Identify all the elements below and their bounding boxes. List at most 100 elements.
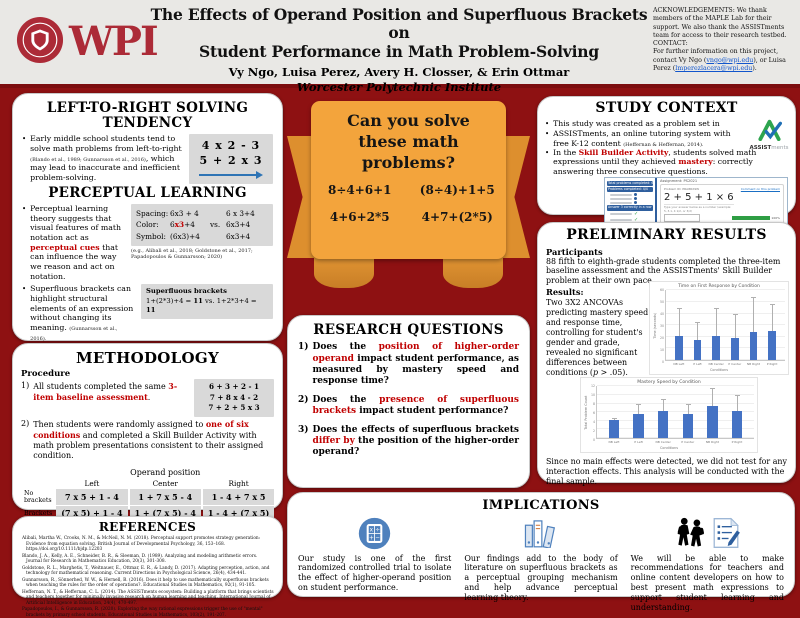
- bar-group: NB Center: [708, 290, 724, 366]
- ribbon-question: Can you solve these math problems?: [347, 111, 470, 172]
- books-icon: [524, 520, 556, 549]
- error-bar: [710, 387, 716, 406]
- answer-hint: Type your answer below as a number (exam…: [664, 204, 734, 213]
- email-link-vngo[interactable]: vngo@wpi.edu: [706, 56, 754, 64]
- gridline: [666, 300, 785, 302]
- col-header-left: Left: [84, 479, 100, 489]
- y-tick-label: 0: [661, 360, 664, 364]
- document-pencil-icon: [713, 517, 740, 548]
- check-icon: ✓: [634, 216, 639, 223]
- bar: [707, 405, 718, 438]
- results-note: Since no main effects were detected, we …: [546, 457, 787, 486]
- procedure-label: Procedure: [21, 368, 71, 379]
- section-implications: IMPLICATIONS x ÷ + − Our study is one of…: [287, 492, 795, 612]
- error-bar: [769, 304, 775, 331]
- students-icon: [677, 517, 704, 547]
- category-label: P Center: [728, 362, 742, 366]
- bar-group: P Center: [728, 290, 741, 366]
- progress-dot-icon: [634, 201, 637, 205]
- participants-text: 88 fifth to eighth-grade students comple…: [546, 256, 781, 286]
- progress-bar: [732, 216, 771, 221]
- bar: [658, 410, 669, 438]
- implication-column-3: We will be able to make recommendations …: [631, 515, 784, 613]
- error-bar: [695, 321, 701, 341]
- error-bar: [636, 403, 642, 415]
- reference-item: Papadopoulos, I., & Gunnarsson, R. (2020…: [22, 607, 263, 618]
- y-tick-label: 50: [659, 300, 664, 305]
- gridline: [666, 359, 785, 360]
- procedure-step-2: 2) Then students were randomly assigned …: [21, 419, 264, 461]
- category-label: NB Center: [655, 440, 671, 444]
- screenshot-sidebar: Total problems completed: 6 Problems com…: [605, 178, 657, 243]
- chart-title: Time on First Response by Condition: [678, 284, 760, 289]
- email-link-lperez[interactable]: lmperezlacera@wpi.edu: [675, 65, 753, 73]
- bar: [749, 332, 758, 360]
- category-label: P Right: [731, 440, 743, 444]
- bar-group: NB Left: [673, 290, 684, 366]
- progress-banner: Total problems completed: 6: [607, 181, 653, 187]
- category-label: P Right: [766, 362, 778, 366]
- progress-percent: 100%: [771, 216, 780, 221]
- y-tick-label: 60: [659, 288, 664, 293]
- comment-link[interactable]: Comment on this problem: [740, 187, 780, 192]
- poster-title: The Effects of Operand Position and Supe…: [150, 5, 648, 61]
- bar: [712, 335, 721, 360]
- bar: [768, 330, 776, 360]
- section-research-questions: RESEARCH QUESTIONS 1) Does the position …: [287, 315, 530, 488]
- bar-group: P Left: [693, 290, 703, 366]
- wpi-seal-icon: [16, 16, 64, 68]
- error-bar: [676, 307, 682, 336]
- error-bar: [751, 297, 757, 333]
- bar-group: NB Center: [656, 386, 671, 444]
- context-bullet-3: • In the Skill Builder Activity, student…: [545, 147, 757, 176]
- bullet-icon: •: [545, 119, 550, 128]
- table-title: Operand position: [130, 468, 201, 478]
- bar: [693, 340, 702, 360]
- bar-group: P Right: [767, 290, 777, 366]
- implication-column-1: x ÷ + − Our study is one of the first ra…: [298, 515, 451, 613]
- section-title-tendency: LEFT-TO-RIGHT SOLVING TENDENCY: [46, 100, 249, 132]
- bar: [731, 411, 743, 438]
- procedure-step-1: 1) All students completed the same 3-ite…: [21, 380, 178, 402]
- gridline: [597, 402, 754, 404]
- problem-label-skeleton: [610, 193, 632, 197]
- section-title-study-context: STUDY CONTEXT: [595, 100, 738, 116]
- chart-title: Mastery Speed by Condition: [637, 380, 701, 385]
- section-preliminary-results: PRELIMINARY RESULTS Participants 88 fift…: [537, 222, 796, 486]
- error-bar: [732, 313, 738, 338]
- chart-y-axis: 0 10 20 30 40 50 60: [657, 288, 665, 364]
- y-tick-label: 30: [659, 324, 664, 329]
- y-tick-label: 0: [592, 438, 595, 442]
- bar-group: P Center: [681, 386, 694, 444]
- gridline: [666, 347, 785, 349]
- error-bar: [734, 394, 740, 412]
- reference-item: Gunnarsson, R., Sönnerhed, W. W., & Hern…: [22, 577, 269, 589]
- assistments-logo: ASSISTments: [749, 119, 789, 151]
- ribbon-banner: Can you solve these math problems? 8÷4+6…: [287, 96, 530, 310]
- problem-label-skeleton: [610, 212, 632, 216]
- progress-dot-icon: [634, 197, 637, 201]
- research-question-1: 1) Does the position of higher-order ope…: [298, 342, 519, 387]
- chart-mastery-speed: Mastery Speed by Condition Total Problem…: [580, 377, 758, 453]
- results-text: Results: Two 3X2 ANCOVAs predicting mast…: [546, 287, 649, 378]
- poster-institution: Worcester Polytechnic Institute: [296, 79, 502, 94]
- calculator-icon: x ÷ + −: [358, 517, 391, 549]
- category-label: NB Left: [608, 440, 620, 444]
- answer-input[interactable]: [664, 214, 700, 223]
- bar-group: P Right: [731, 386, 744, 444]
- section-title-implications: IMPLICATIONS: [482, 498, 600, 513]
- col-header-right: Right: [228, 479, 249, 489]
- progress-banner: Problems completed: 4/4: [607, 187, 653, 193]
- category-label: P Left: [634, 440, 643, 444]
- chart-plot-area: NB Left P Left NB Center P Center NB Right P …: [665, 289, 785, 366]
- context-bullet-2: • ASSISTments, an online tutoring system…: [545, 129, 731, 148]
- category-label: NB Left: [673, 362, 685, 366]
- ribbon-curl-right: [443, 254, 503, 288]
- bar-group: NB Right: [747, 290, 760, 366]
- bullet-icon: •: [22, 205, 27, 214]
- chart-y-axis: 0 2 4 6 8 10 12: [588, 384, 596, 442]
- section-title-preliminary-results: PRELIMINARY RESULTS: [566, 227, 767, 243]
- bullet-icon: •: [22, 135, 27, 144]
